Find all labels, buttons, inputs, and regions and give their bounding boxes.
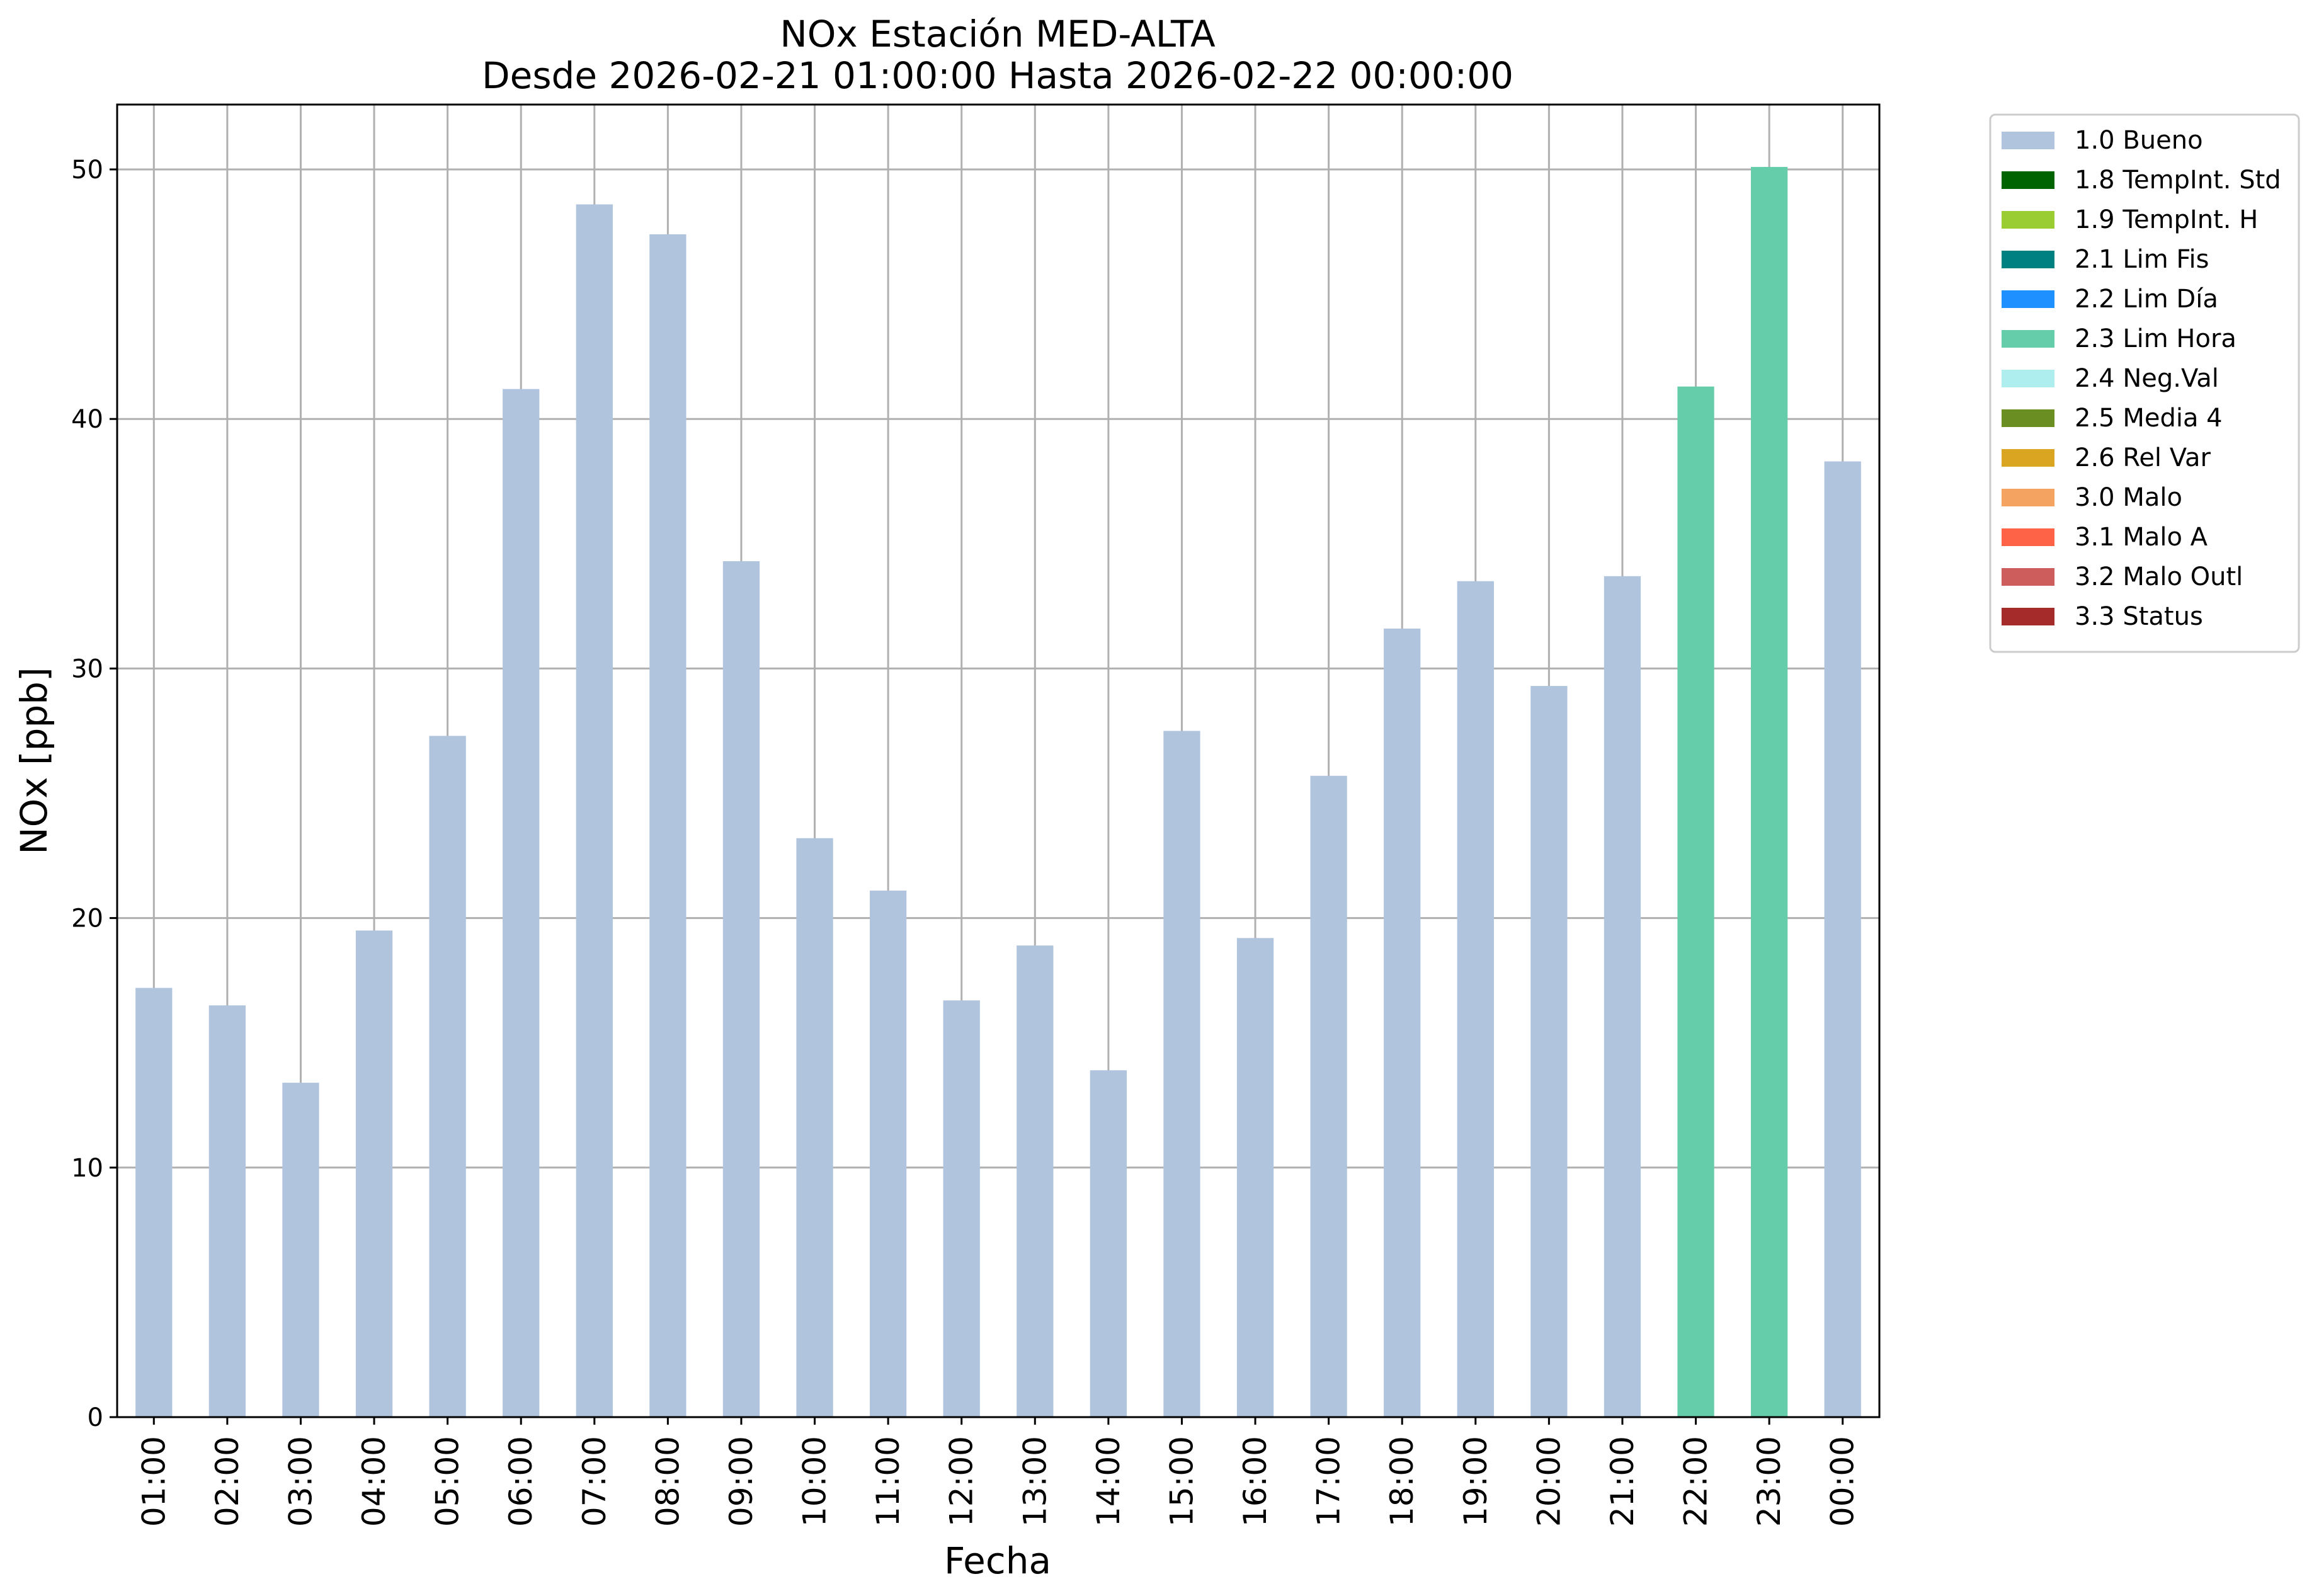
y-tick-label: 40 <box>71 405 103 434</box>
bar-1600 <box>1236 938 1274 1417</box>
bar-0300 <box>282 1083 319 1417</box>
y-tick-label: 10 <box>71 1154 103 1183</box>
bar-2000 <box>1530 686 1568 1417</box>
legend: 1.0 Bueno 1.8 TempInt. Std 1.9 TempInt. H 2… <box>1989 113 2300 653</box>
legend-swatch <box>2002 528 2054 546</box>
bar-1500 <box>1163 731 1200 1417</box>
bar-1700 <box>1310 775 1347 1417</box>
chart-title: NOx Estación MED-ALTA <box>780 13 1216 55</box>
x-tick-label: 08:00 <box>649 1436 686 1527</box>
x-tick-label: 11:00 <box>870 1436 906 1527</box>
x-tick-label: 16:00 <box>1237 1436 1273 1527</box>
x-tick-label: 02:00 <box>209 1436 246 1527</box>
y-tick-label: 0 <box>88 1403 103 1432</box>
bar-2200 <box>1677 386 1714 1418</box>
legend-label: 2.6 Rel Var <box>2075 443 2211 472</box>
x-tick-label: 15:00 <box>1163 1436 1200 1527</box>
x-axis-ticks: 01:00 02:00 03:00 04:00 05:00 06:00 07:00 08:00… <box>135 1417 1861 1527</box>
bar-1200 <box>943 1000 980 1417</box>
bar-0200 <box>208 1005 246 1417</box>
legend-label: 1.9 TempInt. H <box>2075 205 2258 234</box>
legend-frame <box>1989 113 2300 653</box>
legend-label: 2.4 Neg.Val <box>2075 364 2219 393</box>
legend-swatch <box>2002 171 2054 189</box>
x-tick-label: 13:00 <box>1017 1436 1053 1527</box>
legend-swatch <box>2002 608 2054 625</box>
plot-frame <box>116 103 1881 1418</box>
y-tick-label: 20 <box>71 904 103 933</box>
legend-label: 1.0 Bueno <box>2075 126 2203 155</box>
legend-label: 1.8 TempInt. Std <box>2075 166 2281 195</box>
bar-1800 <box>1384 629 1421 1418</box>
x-tick-label: 10:00 <box>797 1436 833 1527</box>
x-tick-label: 22:00 <box>1678 1436 1714 1527</box>
bar-1900 <box>1457 581 1494 1417</box>
bar-0600 <box>503 389 540 1417</box>
x-tick-label: 21:00 <box>1604 1436 1641 1527</box>
x-tick-label: 18:00 <box>1384 1436 1420 1527</box>
chart-subtitle: Desde 2026-02-21 01:00:00 Hasta 2026-02-… <box>482 54 1513 97</box>
bar-2100 <box>1604 576 1641 1417</box>
x-tick-label: 19:00 <box>1457 1436 1494 1527</box>
legend-swatch <box>2002 449 2054 467</box>
x-tick-label: 20:00 <box>1530 1436 1567 1527</box>
bar-1100 <box>869 891 907 1417</box>
x-tick-label: 12:00 <box>943 1436 980 1527</box>
x-tick-label: 17:00 <box>1311 1436 1347 1527</box>
legend-swatch <box>2002 489 2054 506</box>
x-tick-label: 04:00 <box>356 1436 392 1527</box>
x-tick-label: 06:00 <box>503 1436 539 1527</box>
legend-swatch <box>2002 409 2054 427</box>
bar-0400 <box>355 930 393 1417</box>
bar-2300 <box>1750 167 1788 1417</box>
legend-label: 3.1 Malo A <box>2075 523 2208 552</box>
bars <box>135 167 1861 1418</box>
legend-swatch <box>2002 290 2054 308</box>
y-axis-ticks: 0 10 20 30 40 50 <box>71 156 117 1432</box>
bar-1400 <box>1090 1070 1127 1417</box>
x-tick-label: 05:00 <box>430 1436 466 1527</box>
bar-1000 <box>796 838 833 1417</box>
x-tick-label: 03:00 <box>282 1436 319 1527</box>
legend-label: 2.5 Media 4 <box>2075 404 2223 433</box>
x-tick-label: 14:00 <box>1090 1436 1127 1527</box>
bar-0700 <box>576 204 613 1417</box>
legend-swatch <box>2002 211 2054 229</box>
legend-swatch <box>2002 132 2054 149</box>
x-axis-label: Fecha <box>944 1539 1051 1582</box>
bar-1300 <box>1017 945 1054 1417</box>
x-tick-label: 07:00 <box>576 1436 613 1527</box>
bar-0000 <box>1824 461 1861 1417</box>
legend-label: 2.2 Lim Día <box>2075 285 2218 314</box>
legend-swatch <box>2002 251 2054 268</box>
x-tick-label: 23:00 <box>1751 1436 1787 1527</box>
y-tick-label: 50 <box>71 156 103 185</box>
bar-0500 <box>429 736 466 1417</box>
legend-label: 2.1 Lim Fis <box>2075 245 2209 274</box>
legend-label: 3.3 Status <box>2075 602 2203 631</box>
x-tick-label: 09:00 <box>723 1436 760 1527</box>
legend-swatch <box>2002 568 2054 586</box>
legend-swatch <box>2002 370 2054 387</box>
bar-0900 <box>722 561 760 1418</box>
legend-swatch <box>2002 330 2054 348</box>
x-tick-label: 01:00 <box>135 1436 172 1527</box>
x-tick-label: 00:00 <box>1825 1436 1861 1527</box>
legend-label: 2.3 Lim Hora <box>2075 324 2236 353</box>
bar-0100 <box>135 988 173 1417</box>
bar-0800 <box>649 234 687 1417</box>
legend-label: 3.2 Malo Outl <box>2075 562 2243 591</box>
legend-label: 3.0 Malo <box>2075 483 2182 512</box>
y-axis-label: NOx [ppb] <box>13 667 55 855</box>
y-tick-label: 30 <box>71 654 103 683</box>
